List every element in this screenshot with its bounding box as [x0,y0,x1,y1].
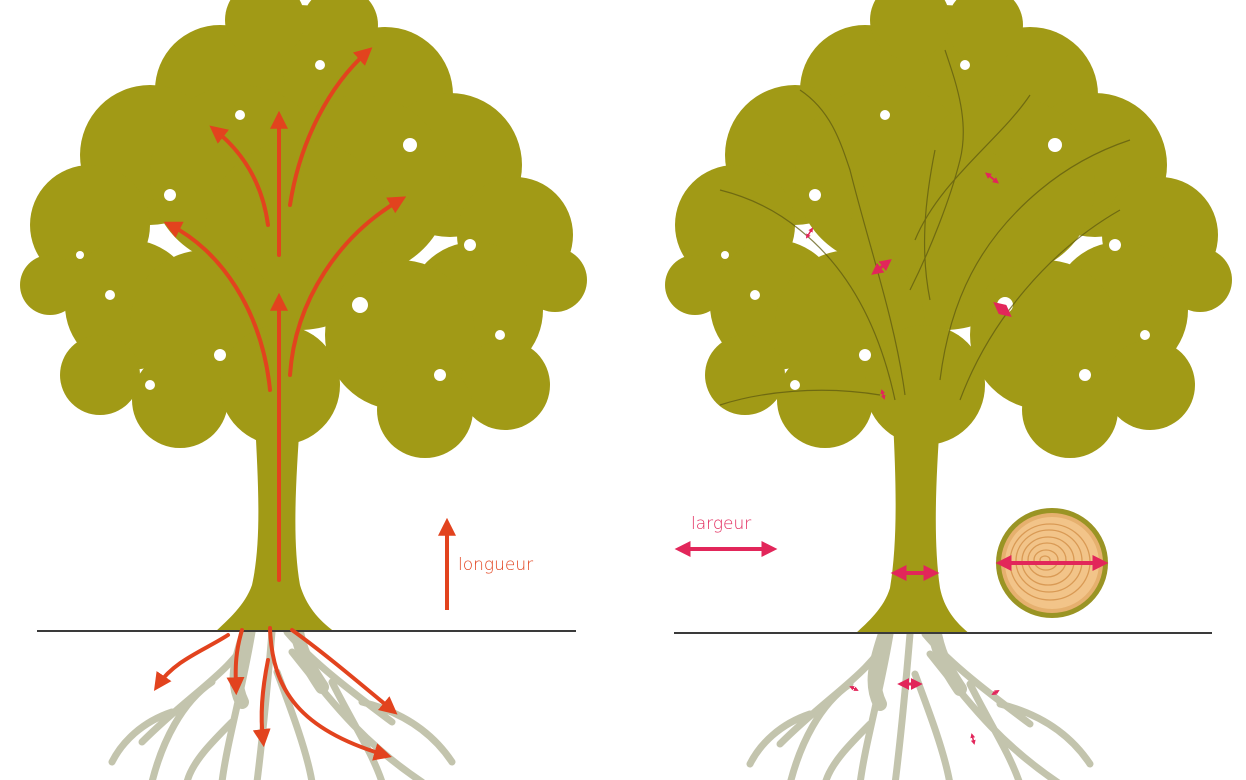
right-roots [750,634,1090,780]
arrow-branch-width-5 [880,389,886,400]
arrow-root-width-2 [849,686,859,691]
width-label: largeur [691,514,751,534]
arrow-branch-width-1 [871,259,892,275]
arrow-right-low [288,196,407,377]
arrow-root-5 [290,628,398,715]
arrow-branch-width-3 [985,172,999,184]
arrow-right-up [288,47,373,207]
arrow-root-3 [252,658,271,748]
left-trunk [215,420,335,632]
arrow-root-4 [268,626,392,761]
arrow-branch-width-4 [805,227,814,239]
left-crown [20,0,587,458]
width-legend: largeur [674,514,778,557]
arrow-left-low [163,221,272,392]
arrow-root-width-3 [991,690,1000,695]
length-label: longueur [458,555,533,575]
right-trunk [855,420,970,634]
arrow-left-up [209,125,270,227]
left-tree: longueur [20,0,587,780]
left-roots [112,632,452,780]
length-growth-arrows [153,47,407,761]
length-legend: longueur [438,517,533,610]
arrow-root-width-4 [970,733,976,745]
width-growth-arrows [805,172,1012,745]
arrow-root-1 [153,633,230,691]
right-crown [665,0,1232,458]
right-tree: largeur [665,0,1232,780]
arrow-root-2 [226,628,245,696]
wood-rings-icon [995,508,1109,618]
branch-outlines [719,49,1131,406]
arrow-branch-width-2 [993,301,1012,318]
